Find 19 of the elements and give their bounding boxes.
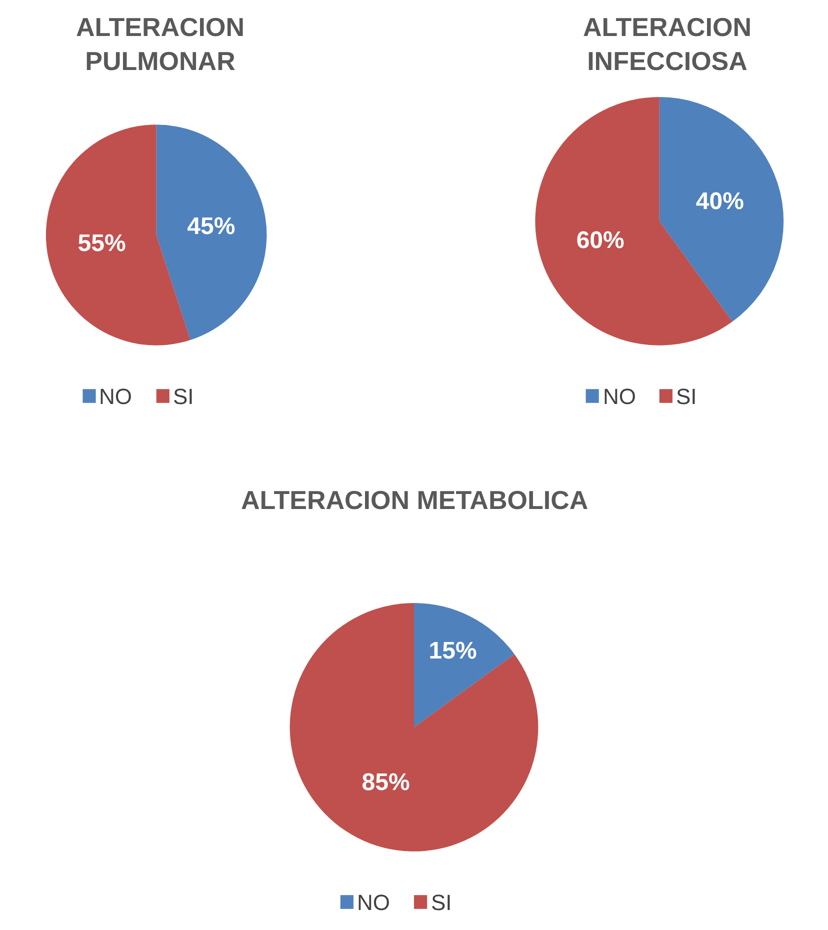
pie-slice (290, 603, 538, 852)
pie-slice (659, 97, 784, 322)
legend-label: NO (603, 384, 636, 409)
data-label: 15% (428, 638, 477, 665)
legend-label: SI (173, 384, 194, 409)
data-label: 45% (187, 212, 236, 240)
chart-title: ALTERACION INFECCIOSA (583, 12, 752, 76)
pie-slice (414, 603, 514, 728)
data-label: 40% (696, 188, 744, 216)
legend-label: SI (431, 890, 452, 915)
legend-label: SI (676, 384, 697, 409)
data-label: 60% (576, 226, 624, 254)
legend-label: NO (357, 890, 390, 915)
chart-title: ALTERACION PULMONAR (76, 12, 245, 76)
chart-title: ALTERACION METABOLICA (241, 485, 588, 515)
legend-label: NO (99, 384, 132, 409)
data-label: 55% (78, 230, 126, 258)
data-label: 85% (362, 769, 410, 796)
pie-slice (156, 124, 267, 340)
